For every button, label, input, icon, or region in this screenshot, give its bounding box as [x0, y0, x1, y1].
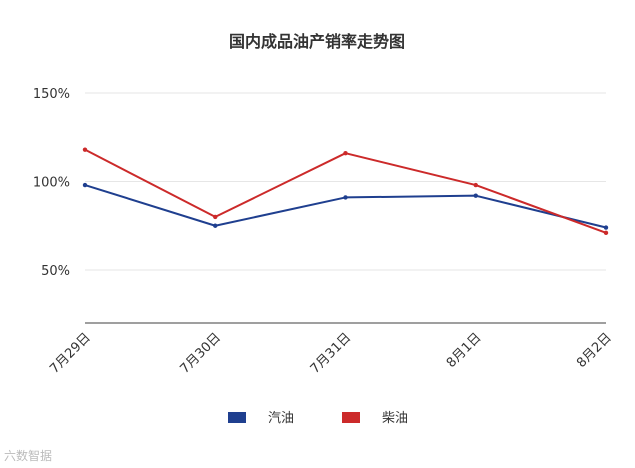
data-point [343, 195, 348, 200]
series-line [84, 184, 607, 229]
x-tick-label: 7月29日 [47, 330, 94, 377]
data-point [603, 230, 609, 236]
series-lines [82, 147, 609, 236]
data-point [473, 182, 478, 188]
y-tick-label: 50% [41, 264, 70, 279]
y-axis-ticks: 50% 100% 150% [33, 87, 70, 279]
data-point [213, 223, 218, 228]
y-tick-label: 150% [33, 87, 70, 102]
legend: 汽油 柴油 [228, 411, 408, 426]
legend-swatch [342, 412, 360, 423]
chart-title: 国内成品油产销率走势图 [229, 32, 405, 51]
data-point [473, 193, 478, 198]
legend-label: 汽油 [268, 411, 294, 426]
y-tick-label: 100% [33, 176, 70, 191]
data-point [603, 225, 609, 230]
data-point [82, 147, 88, 152]
watermark: 六数智据 [4, 449, 53, 463]
x-axis-ticks: 7月29日 7月30日 7月31日 8月1日 8月2日 [47, 330, 615, 377]
data-point [213, 214, 218, 220]
x-tick-label: 8月1日 [444, 330, 485, 371]
legend-label: 柴油 [382, 411, 408, 426]
x-tick-label: 7月31日 [308, 330, 355, 377]
data-point [82, 182, 88, 188]
data-point [343, 150, 348, 156]
grid-lines [85, 92, 606, 271]
legend-swatch [228, 412, 246, 423]
x-tick-label: 8月2日 [574, 330, 615, 371]
series-line [84, 148, 607, 234]
x-tick-label: 7月30日 [178, 330, 225, 377]
